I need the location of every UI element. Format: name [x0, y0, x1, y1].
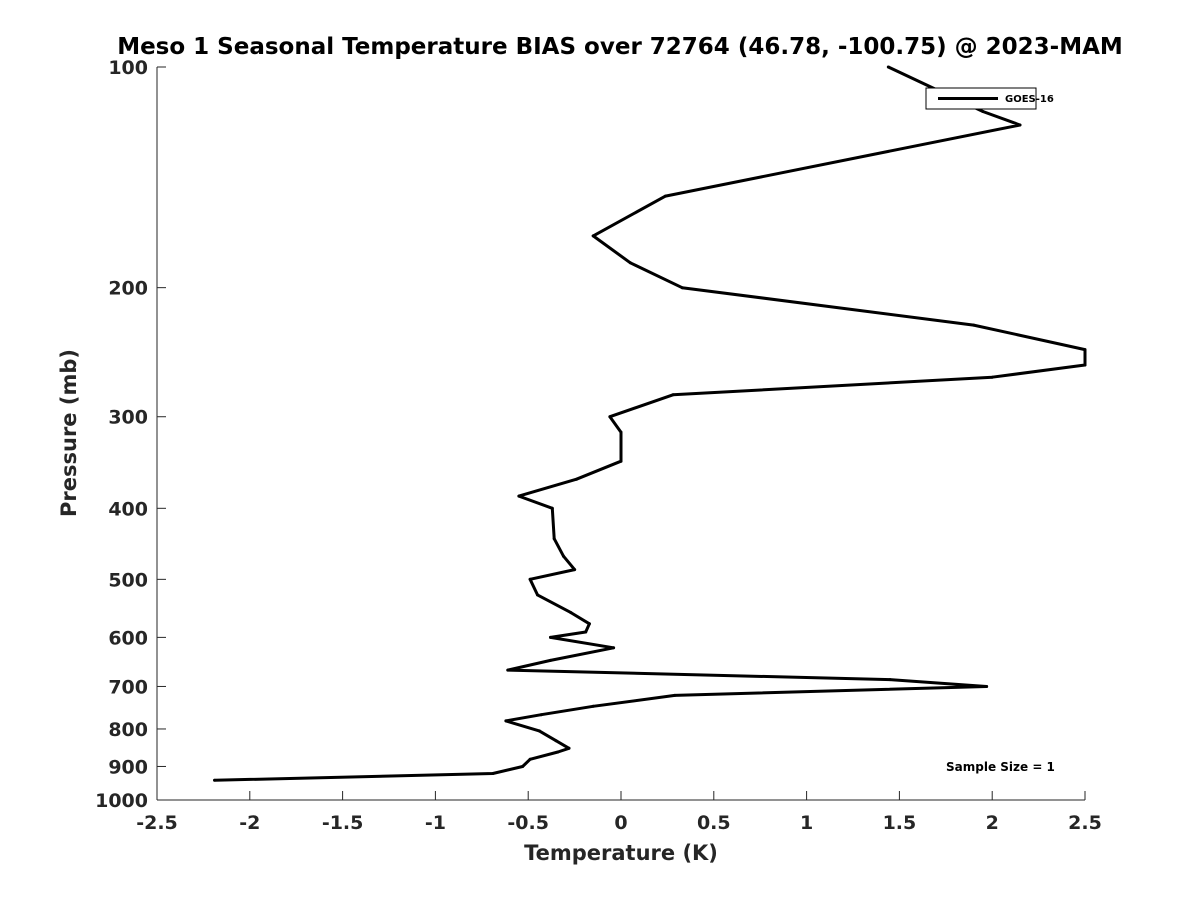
- data-point: [491, 772, 495, 775]
- y-tick-label: 600: [108, 627, 148, 649]
- data-point: [628, 261, 632, 265]
- y-tick-label: 800: [108, 719, 148, 741]
- x-tick-label: -0.5: [507, 812, 549, 834]
- chart-title: Meso 1 Seasonal Temperature BIAS over 72…: [117, 34, 1123, 60]
- data-point: [664, 194, 667, 198]
- x-axis-label: Temperature (K): [524, 841, 718, 865]
- data-point: [972, 323, 976, 327]
- x-tick-label: 0: [614, 812, 627, 834]
- data-point: [619, 459, 623, 463]
- sample-size-annotation: Sample Size = 1: [946, 760, 1055, 774]
- x-tick-label: 2.5: [1068, 812, 1102, 834]
- data-point: [549, 658, 552, 662]
- data-point: [680, 286, 684, 290]
- y-tick-label: 700: [108, 676, 148, 698]
- y-tick-label: 300: [108, 407, 148, 429]
- x-tick-label: -1.5: [322, 812, 364, 834]
- data-point: [504, 719, 508, 723]
- data-point: [1018, 123, 1022, 127]
- x-tick-label: 0.5: [697, 812, 731, 834]
- legend-label: GOES-16: [1005, 94, 1054, 105]
- data-point: [549, 635, 552, 639]
- y-axis-ticks: 100 200 300 400 500 600 700 800 900 1000: [95, 57, 166, 812]
- legend: GOES-16: [925, 87, 1054, 110]
- data-point: [536, 593, 539, 597]
- data-point: [888, 678, 892, 682]
- x-tick-label: 1.5: [883, 812, 917, 834]
- y-tick-label: 200: [108, 278, 148, 300]
- data-point: [673, 693, 677, 697]
- y-tick-label: 400: [108, 498, 148, 520]
- data-point: [562, 554, 565, 558]
- data-point: [591, 234, 595, 238]
- data-point: [552, 537, 556, 541]
- data-point: [556, 750, 560, 754]
- series-line-goes-16: [214, 65, 1087, 782]
- x-tick-label: -1: [425, 812, 446, 834]
- data-point: [506, 668, 510, 672]
- data-point: [521, 765, 525, 768]
- data-point: [575, 477, 578, 481]
- data-point: [528, 577, 532, 581]
- data-point: [591, 704, 595, 708]
- y-tick-label: 1000: [95, 790, 148, 812]
- y-tick-label: 100: [108, 57, 148, 79]
- data-point: [539, 713, 543, 717]
- data-point: [886, 65, 890, 69]
- x-tick-label: 1: [800, 812, 813, 834]
- series-layer: [213, 65, 1087, 782]
- x-tick-label: -2: [239, 812, 260, 834]
- data-point: [569, 611, 573, 615]
- y-axis-label: Pressure (mb): [57, 349, 81, 517]
- data-point: [550, 506, 554, 510]
- data-point: [1083, 363, 1087, 367]
- data-point: [619, 430, 623, 434]
- data-point: [985, 685, 989, 688]
- data-point: [990, 375, 994, 379]
- data-point: [981, 110, 985, 113]
- data-point: [1083, 348, 1087, 352]
- x-tick-label: 2: [986, 812, 999, 834]
- data-point: [671, 393, 675, 397]
- data-point: [554, 739, 558, 743]
- data-point: [584, 630, 588, 634]
- data-point: [213, 778, 216, 782]
- data-point: [528, 757, 532, 761]
- data-point: [608, 415, 612, 419]
- y-tick-label: 900: [108, 756, 148, 778]
- data-point: [517, 494, 521, 498]
- x-tick-label: -2.5: [136, 812, 178, 834]
- data-point: [567, 746, 571, 750]
- y-tick-label: 500: [108, 569, 148, 591]
- x-axis-ticks: -2.5 -2 -1.5 -1 -0.5 0 0.5 1 1.5 2 2.5: [136, 791, 1102, 834]
- data-point: [573, 568, 577, 572]
- data-point: [537, 729, 541, 733]
- data-point: [587, 622, 591, 626]
- data-point: [612, 646, 616, 650]
